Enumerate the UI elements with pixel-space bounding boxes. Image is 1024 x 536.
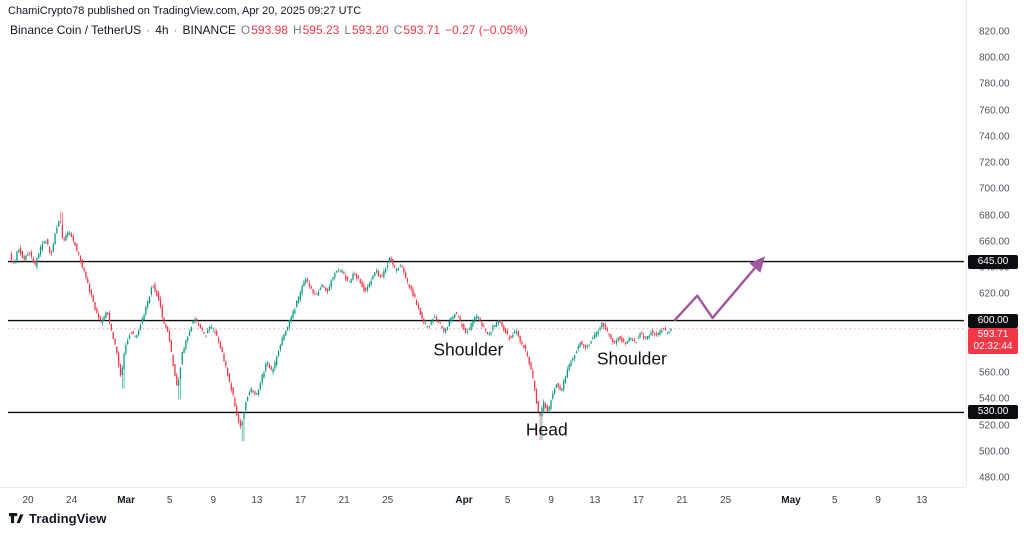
time-axis-label: 5 xyxy=(166,495,173,506)
price-axis-label: 720.00 xyxy=(979,157,1010,169)
price-axis-label: 680.00 xyxy=(979,210,1010,222)
attribution-text: ChamiCrypto78 published on TradingView.c… xyxy=(8,5,362,17)
time-axis-label: 20 xyxy=(22,495,34,506)
time-axis[interactable]: 20 24 Mar 5 9 13 17 21 25 Apr 5 9 13 17 21 25 May 5 9 13 xyxy=(0,487,966,511)
annotation-shoulder[interactable]: Shoulder xyxy=(597,349,667,369)
exchange-name: BINANCE xyxy=(182,23,236,37)
time-axis-label: 13 xyxy=(916,495,928,506)
time-axis-label: 9 xyxy=(875,495,881,506)
open-label: O xyxy=(240,23,251,37)
time-axis-label: Mar xyxy=(117,495,135,506)
brand-name: TradingView xyxy=(29,510,107,526)
chart-legend: Binance Coin / TetherUS · 4h · BINANCE O… xyxy=(10,23,528,37)
level-price-tag: 645.00 xyxy=(968,254,1018,269)
price-axis-label: 660.00 xyxy=(979,236,1010,248)
time-axis-label: 9 xyxy=(210,495,217,506)
price-axis-label: 700.00 xyxy=(979,183,1010,195)
price-axis-label: 800.00 xyxy=(979,52,1010,64)
time-axis-label: May xyxy=(781,495,801,506)
time-axis-label: 25 xyxy=(382,495,394,506)
ohlc-high: H 595.23 xyxy=(293,23,339,37)
symbol-name[interactable]: Binance Coin / TetherUS xyxy=(10,23,142,37)
price-axis-label: 500.00 xyxy=(979,446,1010,458)
close-label: C xyxy=(393,23,403,37)
high-label: H xyxy=(292,23,302,37)
price-axis-label: 820.00 xyxy=(979,26,1010,38)
price-axis-label: 480.00 xyxy=(979,472,1010,484)
last-price-value: 593.71 xyxy=(977,329,1009,341)
close-value: 593.71 xyxy=(403,23,441,37)
ohlc-open: O 593.98 xyxy=(241,23,288,37)
time-axis-label: 21 xyxy=(338,495,350,506)
price-axis-label: 540.00 xyxy=(979,393,1010,405)
ohlc-low: L 593.20 xyxy=(344,23,388,37)
projection-arrow[interactable] xyxy=(673,256,765,322)
price-axis-label: 560.00 xyxy=(979,367,1010,379)
price-axis-label: 620.00 xyxy=(979,288,1010,300)
legend-separator: · xyxy=(146,23,151,37)
tradingview-logo-icon xyxy=(9,513,24,524)
time-axis-label: 21 xyxy=(676,495,688,506)
annotation-head[interactable]: Head xyxy=(526,419,568,439)
time-axis-label: 17 xyxy=(632,495,644,506)
tradingview-branding[interactable]: TradingView xyxy=(8,510,106,526)
annotation-shoulder[interactable]: Shoulder xyxy=(433,339,503,359)
price-axis-label: 760.00 xyxy=(979,105,1010,117)
price-chart-canvas[interactable]: Shoulder Head Shoulder xyxy=(0,0,966,487)
ohlc-close: C 593.71 xyxy=(394,23,440,37)
time-axis-label: 25 xyxy=(720,495,732,506)
last-price-tag: 593.71 02:32:44 xyxy=(968,328,1018,355)
high-value: 595.23 xyxy=(302,23,340,37)
low-value: 593.20 xyxy=(352,23,389,37)
time-axis-label: 13 xyxy=(251,495,263,506)
price-axis[interactable]: 820.00 800.00 780.00 760.00 740.00 720.00 700.… xyxy=(966,0,1024,487)
price-axis-label: 780.00 xyxy=(979,78,1010,90)
time-axis-label: 5 xyxy=(831,495,838,506)
time-axis-label: Apr xyxy=(455,495,473,506)
time-axis-label: 13 xyxy=(589,495,601,506)
price-axis-label: 520.00 xyxy=(979,420,1010,432)
low-label: L xyxy=(344,23,351,37)
interval-value[interactable]: 4h xyxy=(155,23,169,37)
legend-separator: · xyxy=(173,23,178,37)
price-axis-label: 740.00 xyxy=(979,131,1010,143)
time-axis-label: 24 xyxy=(66,495,78,506)
change-value: −0.27 (−0.05%) xyxy=(445,23,528,37)
open-value: 593.98 xyxy=(251,23,288,37)
bar-countdown: 02:32:44 xyxy=(973,341,1013,353)
time-axis-label: 17 xyxy=(294,495,307,506)
level-price-tag: 530.00 xyxy=(968,405,1018,420)
time-axis-label: 5 xyxy=(504,495,511,506)
level-price-tag: 600.00 xyxy=(968,313,1018,328)
time-axis-label: 9 xyxy=(548,495,554,506)
